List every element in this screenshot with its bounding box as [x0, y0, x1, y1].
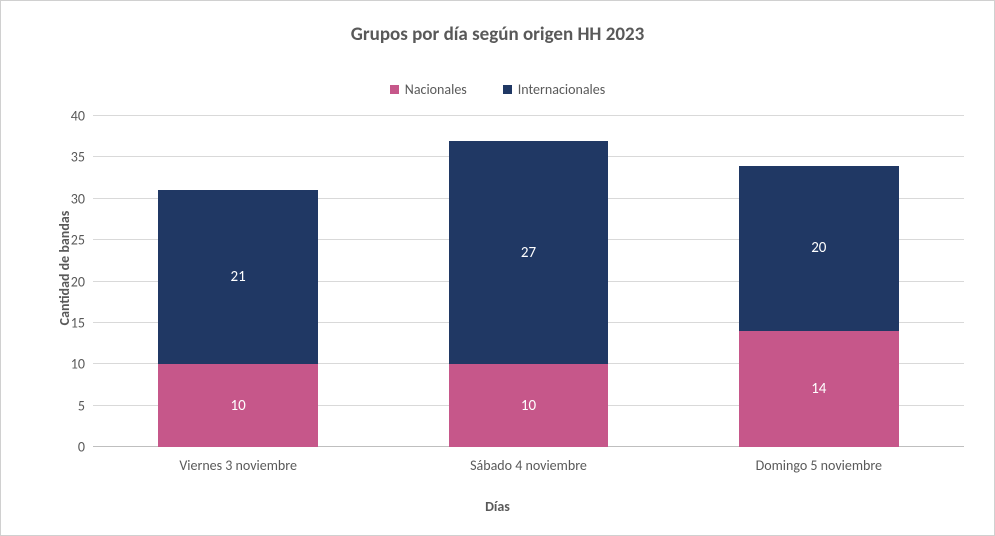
data-label: 10	[521, 397, 536, 415]
legend-item: Nacionales	[390, 81, 467, 98]
y-tick-label: 20	[71, 273, 93, 290]
legend-label: Nacionales	[405, 81, 467, 98]
bar-segment: 10	[158, 364, 318, 447]
bar-group: 1021Viernes 3 noviembre	[158, 116, 318, 447]
bar: 10 21	[158, 116, 318, 447]
plot-area: 05101520253035401021Viernes 3 noviembre1…	[93, 116, 964, 447]
x-category-label: Domingo 5 noviembre	[699, 447, 939, 474]
x-category-label: Sábado 4 noviembre	[408, 447, 648, 474]
bar-segment: 14	[739, 331, 899, 447]
bar-segment: 27	[449, 141, 609, 364]
legend-label: Internacionales	[518, 81, 605, 98]
data-label: 10	[231, 397, 246, 415]
y-tick-label: 5	[78, 397, 93, 414]
bar-group: 1027Sábado 4 noviembre	[449, 116, 609, 447]
legend: Nacionales Internacionales	[1, 81, 994, 98]
bar-segment: 20	[739, 166, 899, 332]
y-tick-label: 35	[71, 149, 93, 166]
chart-container: Grupos por día según origen HH 2023 Naci…	[0, 0, 995, 536]
x-category-label: Viernes 3 noviembre	[118, 447, 358, 474]
legend-swatch	[503, 85, 512, 94]
x-axis-title: Días	[1, 498, 994, 515]
y-tick-label: 10	[71, 356, 93, 373]
legend-item: Internacionales	[503, 81, 605, 98]
y-tick-label: 40	[71, 108, 93, 125]
y-tick-label: 0	[78, 439, 93, 456]
y-tick-label: 25	[71, 232, 93, 249]
data-label: 21	[231, 268, 246, 286]
bar: 10 27	[449, 116, 609, 447]
bar-segment: 10	[449, 364, 609, 447]
chart-title: Grupos por día según origen HH 2023	[1, 23, 994, 46]
legend-swatch	[390, 85, 399, 94]
y-tick-label: 15	[71, 314, 93, 331]
data-label: 20	[811, 239, 826, 257]
bar-group: 1420Domingo 5 noviembre	[739, 116, 899, 447]
y-tick-label: 30	[71, 190, 93, 207]
data-label: 14	[811, 380, 826, 398]
bar-segment: 21	[158, 190, 318, 364]
bar: 14 20	[739, 116, 899, 447]
y-axis-title: Cantidad de bandas	[56, 211, 73, 326]
data-label: 27	[521, 244, 536, 262]
